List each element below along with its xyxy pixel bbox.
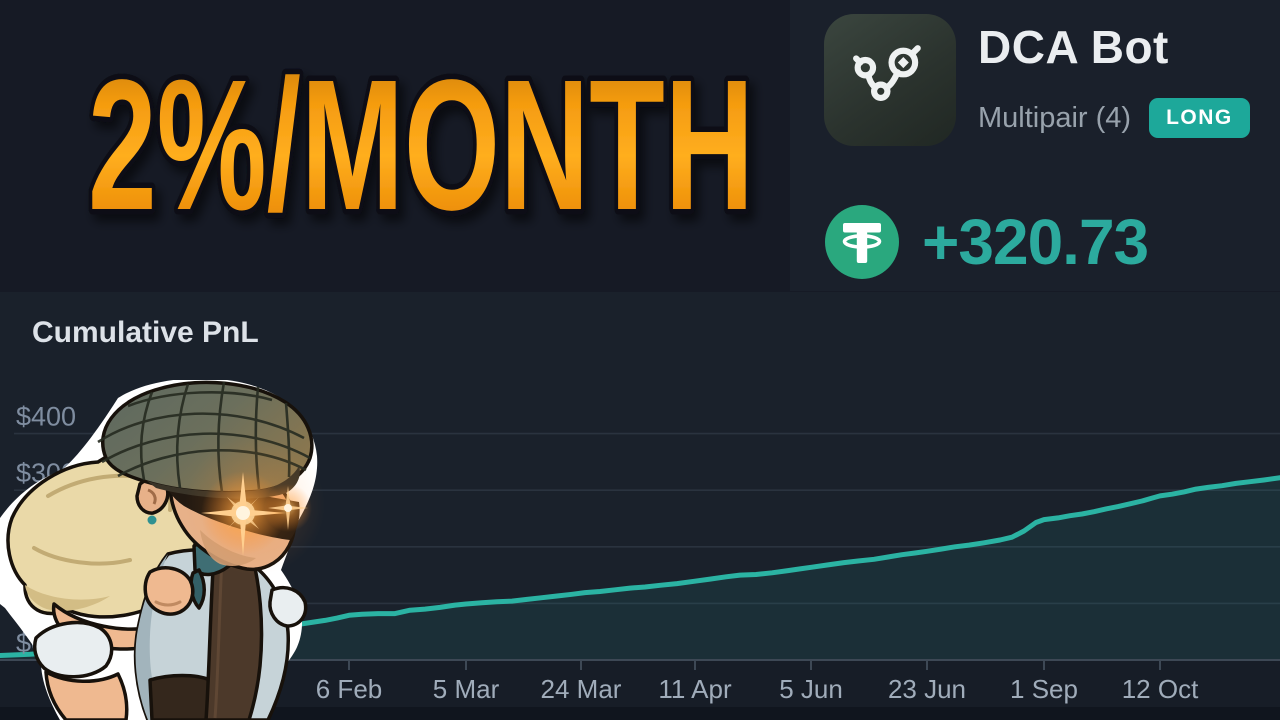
finger-lines [154, 600, 182, 607]
pnl-area-fill [0, 477, 1280, 659]
bot-card[interactable]: DCA Bot Multipair (4) LONG +320.73 [790, 0, 1280, 291]
ear-inner [147, 488, 157, 505]
forearm [44, 670, 129, 720]
x-axis-label: 24 Mar [541, 674, 622, 704]
character-illustration [0, 380, 325, 720]
bot-sub-row: Multipair (4) LONG [978, 98, 1250, 138]
rolled-sleeve-cuff [32, 620, 114, 679]
trousers [148, 673, 212, 720]
star-glint-left-eye [201, 471, 286, 556]
x-axis-label: 6 Feb [316, 674, 383, 704]
x-axis-label: 23 Jun [888, 674, 966, 704]
tether-icon [825, 205, 899, 279]
y-axis-label: $400 [16, 402, 76, 432]
torso-shadow [135, 554, 168, 720]
chart-title: Cumulative PnL [32, 316, 259, 349]
bot-icon-tile [824, 14, 956, 146]
earring [147, 515, 157, 525]
panel-bottom-edge [0, 707, 1280, 720]
x-axis-label: 5 Jun [779, 674, 843, 704]
x-axis-label: 12 Oct [1122, 674, 1199, 704]
bot-subtitle: Multipair (4) [978, 101, 1132, 134]
shirt-fold [268, 585, 308, 628]
headline-text: 2%/MONTH [88, 50, 754, 249]
cap-plaid-lines [97, 381, 311, 493]
x-axis-label: 1 Sep [1010, 674, 1078, 704]
sack-shading [25, 585, 110, 611]
x-axis-label: 11 Apr [658, 674, 732, 704]
route-waypoints-icon [853, 45, 921, 102]
profit-row: +320.73 [824, 204, 1149, 280]
star-glint-right-eye [264, 484, 312, 532]
long-badge: LONG [1149, 98, 1250, 138]
profit-value: +320.73 [922, 206, 1149, 278]
strap-highlight [213, 555, 224, 719]
headline: 2%/MONTH [83, 50, 760, 250]
hand [143, 566, 195, 616]
x-axis-label: 5 Mar [433, 674, 500, 704]
bot-title: DCA Bot [978, 21, 1169, 73]
